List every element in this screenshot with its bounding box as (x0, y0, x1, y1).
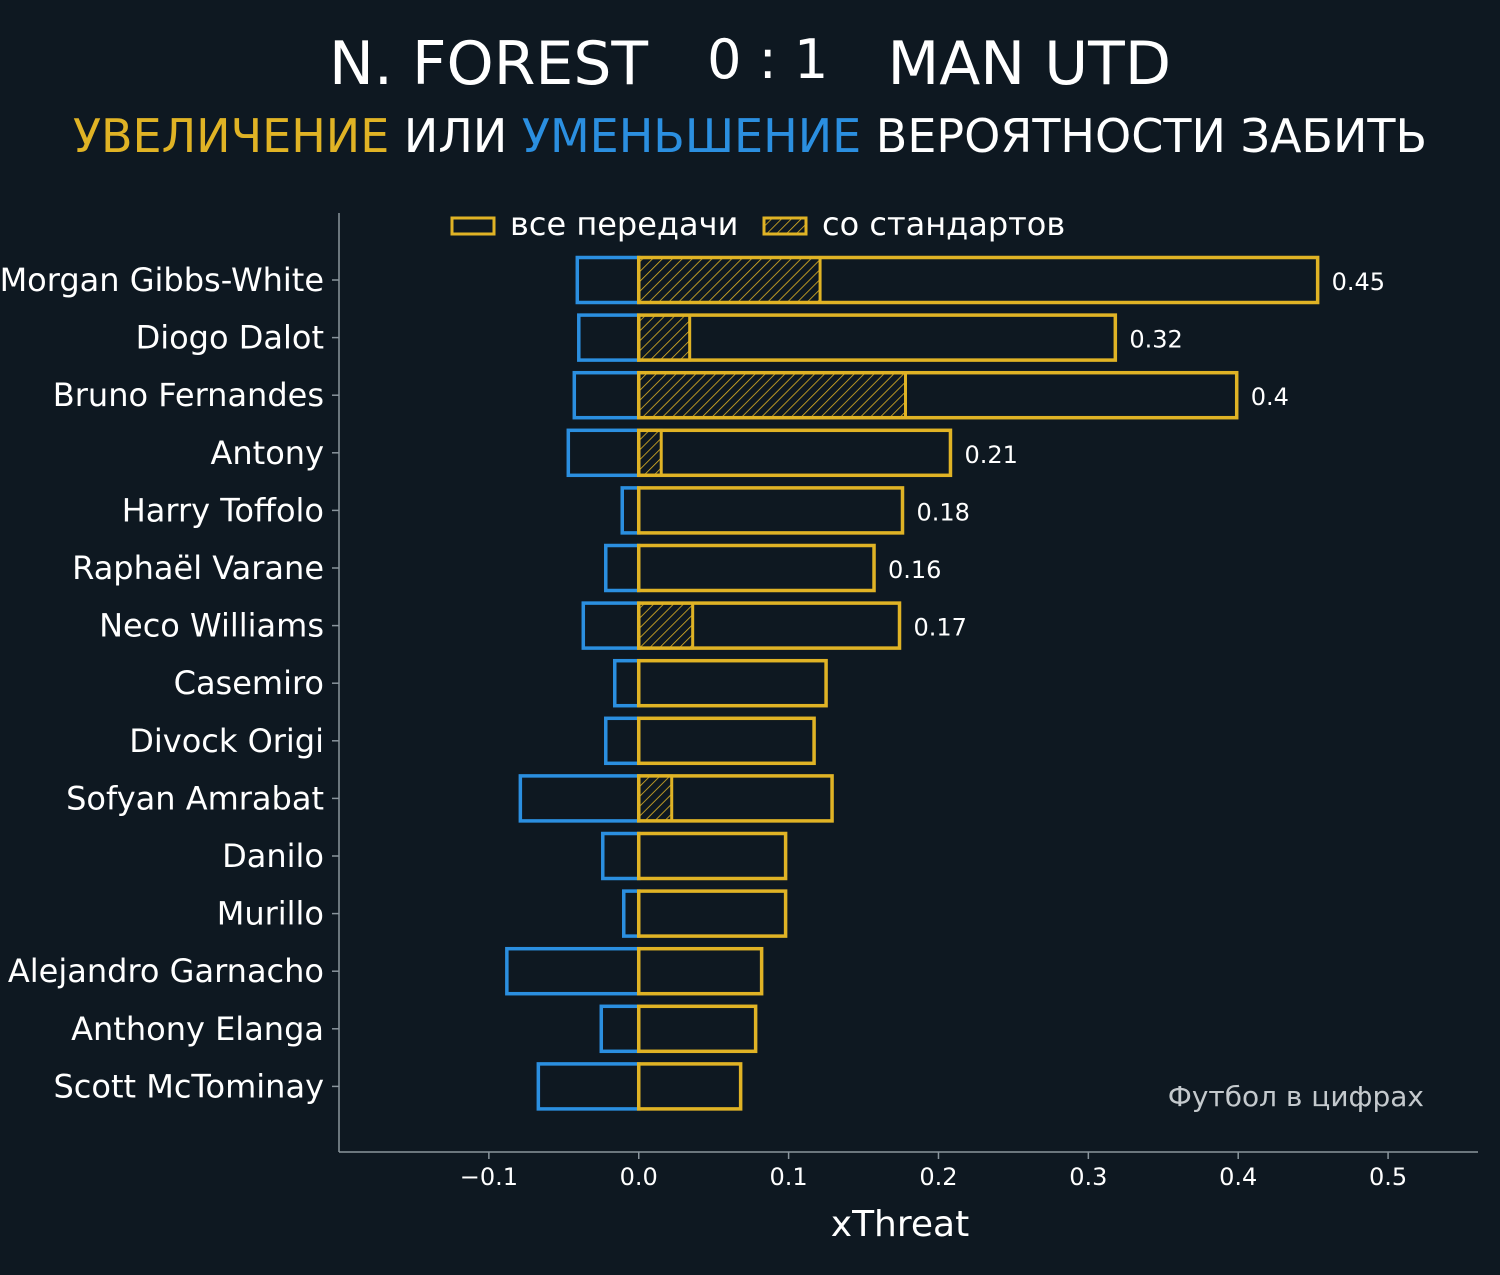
bar-value-label: 0.17 (914, 614, 967, 642)
legend-label-set-pieces: со стандартов (822, 205, 1065, 243)
bar-decrease (601, 831, 641, 881)
bar-all-passes (636, 1004, 758, 1054)
legend: все передачи со стандартов (450, 205, 1065, 243)
player-label: Murillo (217, 895, 324, 933)
bar-all-passes (636, 658, 828, 708)
x-tick-label: 0.2 (919, 1163, 957, 1191)
bar-decrease (622, 889, 641, 938)
player-label: Neco Williams (99, 607, 324, 645)
bar-set-pieces (637, 774, 674, 823)
player-label: Raphaël Varane (72, 549, 324, 587)
player-label: Diogo Dalot (136, 319, 324, 357)
subtitle-rest: ВЕРОЯТНОСТИ ЗАБИТЬ (861, 109, 1428, 163)
bar-all-passes (636, 889, 788, 938)
player-label: Danilo (222, 837, 324, 875)
bar-all-passes (636, 716, 816, 766)
bar-set-pieces (637, 601, 695, 650)
bar-decrease (505, 946, 641, 996)
player-label: Casemiro (174, 664, 324, 702)
bar-decrease (581, 601, 641, 650)
bar-decrease (518, 774, 641, 823)
bars: 0.45 0.32 0.4 0.21 0.18 0.16 0.17 (505, 255, 1385, 1111)
match-title: N. FOREST 0 : 1 MAN UTD (0, 26, 1500, 104)
bar-all-passes (636, 255, 1320, 305)
legend-label-all-passes: все передачи (510, 205, 738, 243)
bar-set-pieces (637, 256, 822, 304)
bar-decrease (620, 486, 641, 535)
bar-decrease (577, 313, 641, 362)
home-team-name: N. FOREST (328, 29, 649, 99)
player-label: Scott McTominay (53, 1067, 324, 1105)
bar-all-passes (636, 1062, 743, 1111)
legend-swatch-all-passes (450, 216, 496, 236)
player-label: Anthony Elanga (71, 1010, 324, 1048)
bar-all-passes (636, 543, 876, 593)
x-axis-label: xThreat (831, 1204, 969, 1245)
away-team-name: MAN UTD (887, 29, 1172, 99)
bar-all-passes (636, 601, 902, 650)
player-label: Divock Origi (129, 722, 324, 760)
bar-decrease (566, 428, 641, 478)
bar-decrease (604, 716, 641, 766)
x-tick-label: −0.1 (460, 1163, 518, 1191)
bar-all-passes (636, 370, 1239, 420)
watermark: Футбол в цифрах (1168, 1080, 1424, 1113)
axes: −0.1 0.0 0.1 0.2 0.3 0.4 0.5 Morgan Gibbs-White… (0, 213, 1478, 1191)
subtitle-decrease: УМЕНЬШЕНИЕ (521, 109, 862, 163)
match-score: 0 : 1 (707, 28, 829, 91)
bar-value-label: 0.18 (917, 498, 970, 526)
player-label: Harry Toffolo (122, 491, 324, 529)
player-label: Bruno Fernandes (53, 376, 324, 414)
subtitle-increase: УВЕЛИЧЕНИЕ (72, 109, 390, 163)
bar-all-passes (636, 486, 905, 535)
bar-set-pieces (637, 371, 908, 420)
bar-decrease (572, 370, 641, 420)
bar-value-label: 0.4 (1251, 383, 1289, 411)
bar-all-passes (636, 313, 1118, 362)
player-label: Alejandro Garnacho (8, 952, 324, 990)
bar-value-label: 0.45 (1332, 268, 1385, 296)
bar-decrease (613, 658, 641, 708)
bar-all-passes (636, 774, 834, 823)
bar-set-pieces (637, 428, 663, 477)
bar-all-passes (636, 946, 764, 996)
bar-decrease (599, 1004, 641, 1054)
bar-decrease (575, 255, 641, 305)
x-tick-label: 0.1 (770, 1163, 808, 1191)
subtitle-or: ИЛИ (389, 109, 522, 163)
bar-decrease (604, 543, 641, 593)
player-label: Antony (210, 434, 324, 472)
bar-all-passes (636, 831, 788, 881)
x-tick-label: 0.0 (620, 1163, 658, 1191)
x-tick-label: 0.3 (1069, 1163, 1107, 1191)
bar-value-label: 0.16 (888, 556, 941, 584)
bar-value-label: 0.21 (964, 441, 1017, 469)
player-label: Morgan Gibbs-White (0, 261, 324, 299)
player-label: Sofyan Amrabat (66, 779, 324, 817)
chart-subtitle: УВЕЛИЧЕНИЕ ИЛИ УМЕНЬШЕНИЕ ВЕРОЯТНОСТИ ЗА… (0, 106, 1500, 166)
x-tick-label: 0.4 (1219, 1163, 1257, 1191)
legend-swatch-set-pieces (762, 216, 808, 236)
bar-set-pieces (637, 313, 692, 362)
x-tick-label: 0.5 (1369, 1163, 1407, 1191)
bar-all-passes (636, 428, 953, 478)
bar-value-label: 0.32 (1129, 326, 1182, 354)
bar-decrease (536, 1062, 641, 1111)
